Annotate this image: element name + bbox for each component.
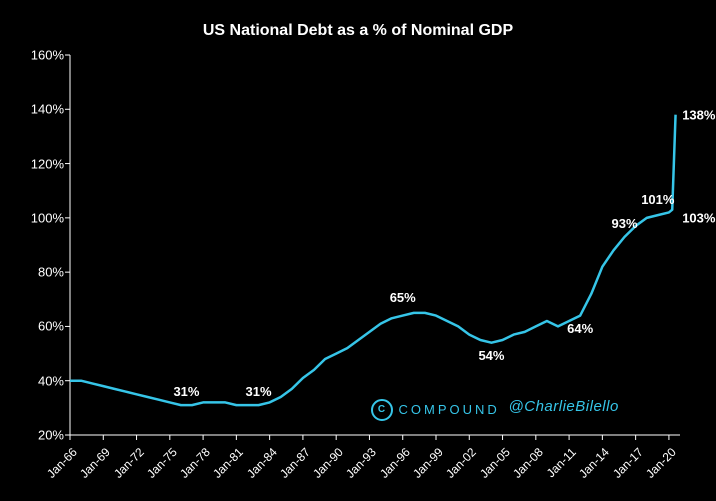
callout-label: 103%: [682, 210, 715, 225]
callout-label: 101%: [641, 192, 674, 207]
callout-label: 65%: [390, 290, 416, 305]
chart-container: US National Debt as a % of Nominal GDP 2…: [0, 0, 716, 501]
callout-label: 31%: [173, 384, 199, 399]
compound-icon: C: [371, 399, 393, 421]
compound-logo: C COMPOUND: [371, 399, 500, 421]
callout-label: 64%: [567, 321, 593, 336]
debt-line: [70, 115, 676, 405]
attribution-handle: @CharlieBilello: [509, 398, 619, 415]
chart-svg: [0, 0, 716, 501]
callout-label: 54%: [478, 348, 504, 363]
compound-text: COMPOUND: [399, 402, 500, 417]
callout-label: 31%: [246, 384, 272, 399]
callout-label: 93%: [612, 216, 638, 231]
callout-label: 138%: [682, 107, 715, 122]
